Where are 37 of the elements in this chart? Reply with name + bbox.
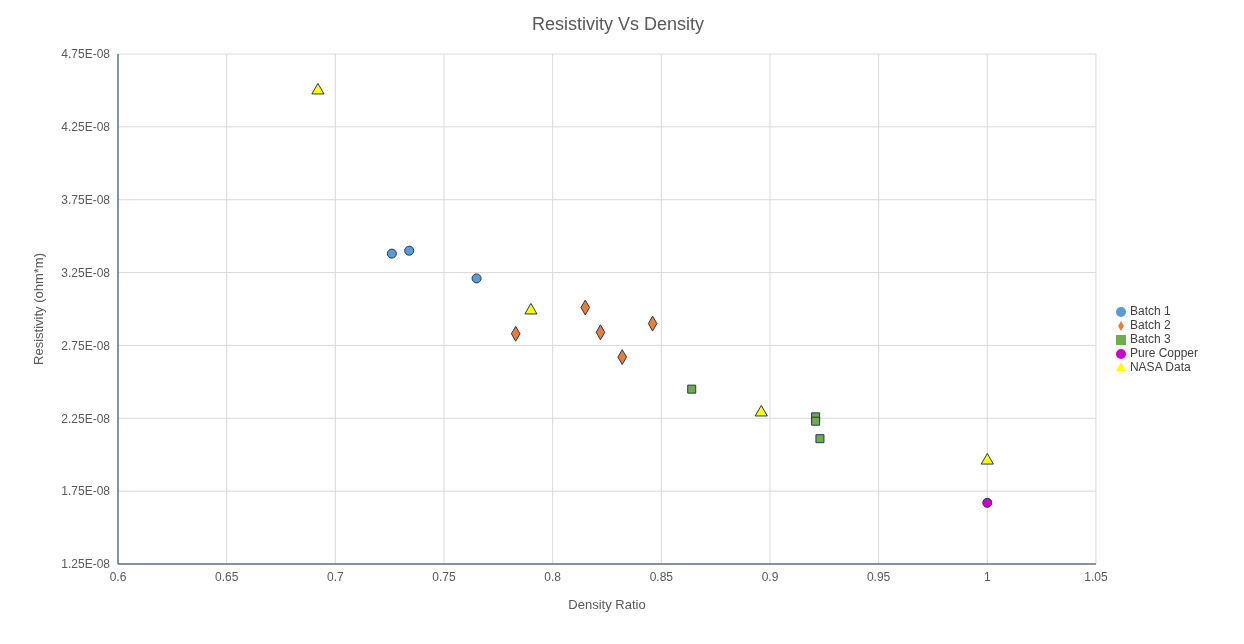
x-tick-label: 0.8 (544, 569, 562, 584)
legend-label: Batch 1 (1129, 304, 1171, 318)
point (386, 248, 397, 259)
x-tick-label: 0.95 (866, 569, 891, 584)
x-tick-label: 0.9 (761, 569, 779, 584)
point (754, 404, 768, 417)
x-tick-label: 1 (983, 569, 991, 584)
point (687, 384, 697, 394)
y-tick-label: 1.25E-08 (61, 557, 111, 572)
x-axis-title: Density Ratio (568, 597, 646, 612)
x-tick-label: 0.65 (214, 569, 239, 584)
x-tick-label: 1.05 (1084, 569, 1108, 584)
x-tick-label: 0.75 (432, 569, 456, 584)
legend-label: Pure Copper (1129, 346, 1198, 360)
y-tick-label: 4.75E-08 (61, 47, 111, 62)
x-tick-label: 0.6 (109, 569, 127, 584)
point (471, 273, 482, 284)
x-tick-label: 0.85 (649, 569, 674, 584)
legend-label: Batch 2 (1129, 318, 1171, 332)
y-tick-label: 2.25E-08 (61, 411, 111, 426)
point (524, 302, 538, 315)
y-tick-label: 3.75E-08 (61, 192, 111, 207)
point (404, 245, 415, 256)
point (811, 416, 821, 426)
y-tick-label: 1.75E-08 (61, 484, 111, 499)
chart-title: Resistivity Vs Density (530, 13, 705, 36)
point (982, 497, 993, 508)
y-tick-label: 2.75E-08 (61, 338, 111, 353)
y-tick-label: 4.25E-08 (61, 120, 111, 135)
x-tick-label: 0.7 (326, 569, 344, 584)
y-axis-title: Resistivity (ohm*m) (30, 253, 46, 365)
legend-label: Batch 3 (1129, 332, 1171, 346)
point (311, 82, 325, 95)
point (980, 453, 994, 465)
y-tick-label: 3.25E-08 (61, 265, 111, 280)
point (815, 434, 825, 444)
legend-label: NASA Data (1129, 360, 1191, 374)
